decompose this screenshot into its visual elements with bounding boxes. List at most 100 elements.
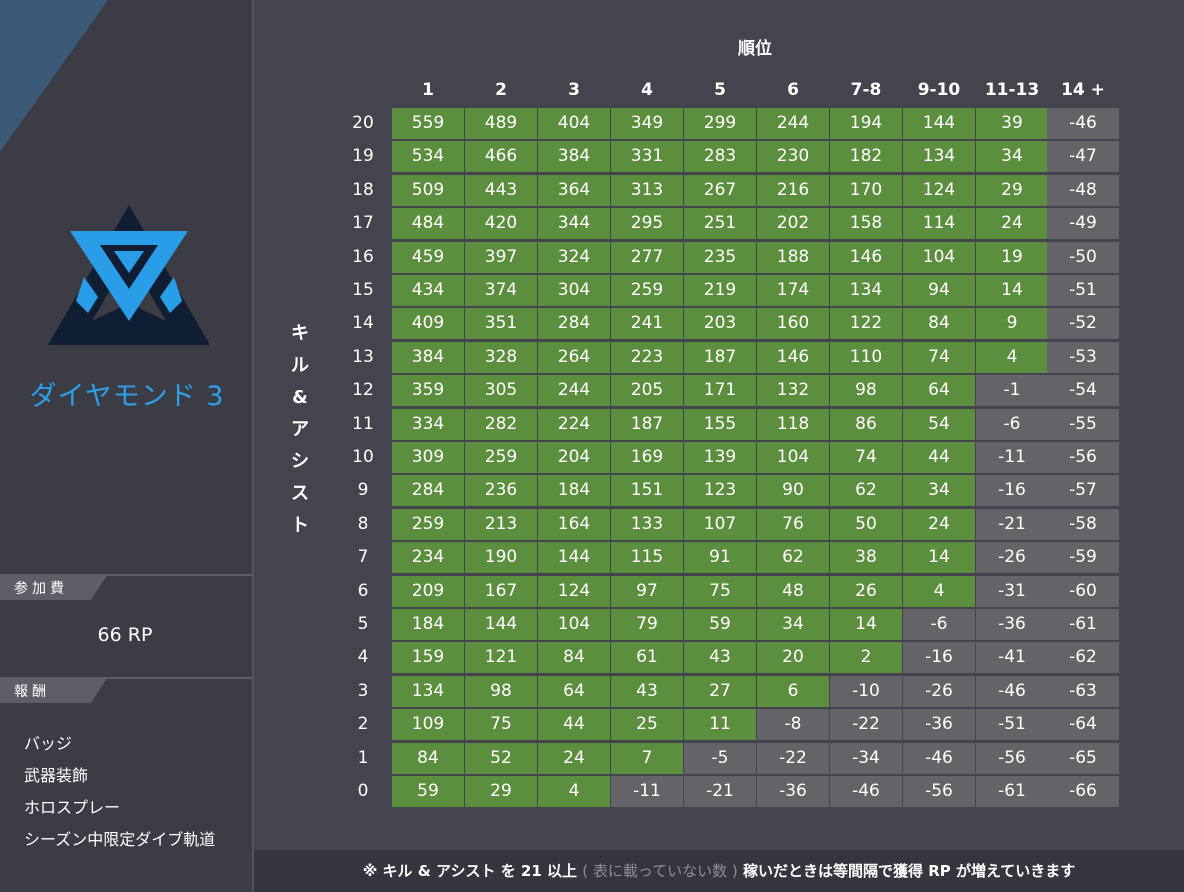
row-header: 5 <box>357 614 369 634</box>
rp-cell: -41 <box>976 642 1048 674</box>
rp-cell: -51 <box>1047 275 1119 306</box>
column-header: 14 + <box>1061 80 1105 100</box>
rp-cell: 94 <box>903 275 975 306</box>
rp-cell: 97 <box>611 575 683 607</box>
rp-cell: 205 <box>611 375 683 407</box>
rp-cell: 84 <box>903 308 975 340</box>
rp-cell: 133 <box>611 508 683 540</box>
rp-cell: 244 <box>757 108 829 139</box>
rp-cell: 114 <box>903 208 975 240</box>
rp-cell: -22 <box>757 742 829 774</box>
rp-cell: 6 <box>757 675 829 707</box>
rp-cell: 139 <box>684 442 756 473</box>
rp-cell: -56 <box>903 776 975 807</box>
rp-cell: 74 <box>903 341 975 373</box>
column-header: 11-13 <box>984 80 1040 100</box>
rp-cell: 259 <box>611 275 683 306</box>
rp-cell: 384 <box>392 341 464 373</box>
rp-cell: 110 <box>830 341 902 373</box>
row-header: 8 <box>357 513 369 534</box>
rp-cell: -11 <box>611 776 683 807</box>
rp-cell: 309 <box>392 442 464 473</box>
rp-cell: 159 <box>392 642 464 674</box>
row-header: 7 <box>357 547 369 568</box>
rp-cell: 4 <box>538 776 610 807</box>
rp-cell: 264 <box>538 341 610 373</box>
rp-cell: 155 <box>684 408 756 440</box>
rp-cell: 34 <box>757 609 829 640</box>
rp-cell: 24 <box>903 508 975 540</box>
rp-cell: 124 <box>903 174 975 206</box>
rp-cell: 203 <box>684 308 756 340</box>
rp-cell: 146 <box>830 241 902 273</box>
rp-cell: -26 <box>976 542 1048 574</box>
rp-cell: 144 <box>465 609 537 640</box>
rp-cell: 39 <box>976 108 1048 139</box>
rp-cell: 64 <box>538 675 610 707</box>
row-header: 10 <box>352 447 374 467</box>
reward-list: バッジ 武器装飾 ホロスプレー シーズン中限定ダイブ軌道 <box>24 733 215 861</box>
rp-cell: -56 <box>1047 442 1119 473</box>
row-title-char: シ <box>291 451 309 472</box>
rp-cell: 364 <box>538 174 610 206</box>
rp-cell: 259 <box>392 508 464 540</box>
rp-cell: 187 <box>611 408 683 440</box>
rp-cell: -58 <box>1047 508 1119 540</box>
rp-cell: 24 <box>976 208 1048 240</box>
rp-cell: -66 <box>1047 776 1119 807</box>
rp-cell: 267 <box>684 174 756 206</box>
rp-cell: 187 <box>684 341 756 373</box>
rp-cell: -57 <box>1047 475 1119 507</box>
rp-cell: -50 <box>1047 241 1119 273</box>
column-header: 6 <box>787 80 799 100</box>
column-header: 5 <box>714 80 726 100</box>
rp-cell: 235 <box>684 241 756 273</box>
rp-cell: 104 <box>903 241 975 273</box>
rp-cell: -55 <box>1047 408 1119 440</box>
row-title-char: ト <box>291 515 309 536</box>
fee-section-header: 参加費 <box>0 574 252 600</box>
fee-value: 66 RP <box>97 624 153 646</box>
rp-cell: 409 <box>392 308 464 340</box>
rp-cell: -46 <box>976 675 1048 707</box>
rp-cell: 299 <box>684 108 756 139</box>
rp-cell: 75 <box>465 709 537 741</box>
rp-cell: 277 <box>611 241 683 273</box>
reward-section-header: 報酬 <box>0 677 252 703</box>
rp-cell: 158 <box>830 208 902 240</box>
rp-cell: 344 <box>538 208 610 240</box>
row-header: 19 <box>352 146 374 167</box>
rp-cell: -5 <box>684 742 756 774</box>
rp-cell: -52 <box>1047 308 1119 340</box>
rp-cell: -48 <box>1047 174 1119 206</box>
footer-note: ※ キル & アシスト を 21 以上 ( 表に載っていない数 ) 稼いだときは… <box>254 850 1184 892</box>
column-header: 9-10 <box>917 80 961 100</box>
rp-cell: 151 <box>611 475 683 507</box>
row-header: 18 <box>352 179 374 200</box>
rp-cell: 29 <box>976 174 1048 206</box>
rp-cell: 466 <box>465 141 537 173</box>
rp-cell: 79 <box>611 609 683 640</box>
rp-cell: -6 <box>903 609 975 640</box>
rp-cell: 74 <box>830 442 902 473</box>
row-header: 6 <box>357 580 369 601</box>
rp-cell: 59 <box>392 776 464 807</box>
rp-cell: 334 <box>392 408 464 440</box>
rp-cell: 174 <box>757 275 829 306</box>
rp-cell: 236 <box>465 475 537 507</box>
row-header: 2 <box>357 714 369 735</box>
rp-cell: 313 <box>611 174 683 206</box>
rp-cell: 123 <box>684 475 756 507</box>
rp-cell: -46 <box>1047 108 1119 139</box>
column-header: 7-8 <box>850 80 882 100</box>
row-header: 1 <box>357 747 369 768</box>
rp-cell: -63 <box>1047 675 1119 707</box>
rp-cell: 134 <box>903 141 975 173</box>
rp-cell: 489 <box>465 108 537 139</box>
rp-cell: -22 <box>830 709 902 741</box>
rp-cell: 26 <box>830 575 902 607</box>
rp-cell: 24 <box>538 742 610 774</box>
row-header: 12 <box>352 380 374 401</box>
rp-cell: 104 <box>538 609 610 640</box>
row-header: 3 <box>357 680 369 701</box>
